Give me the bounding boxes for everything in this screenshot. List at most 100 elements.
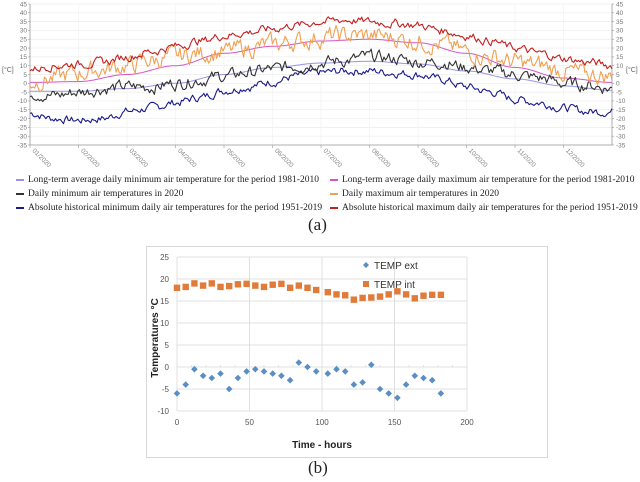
data-point-temp-ext <box>411 372 419 380</box>
y-tick-label-right: 15 <box>616 54 624 61</box>
legend-swatch <box>330 179 338 181</box>
data-point-temp-int <box>324 289 331 296</box>
data-point-temp-int <box>376 293 384 300</box>
data-point-temp-ext <box>304 363 311 371</box>
chart-b-x-axis: 0 50 100 150 200 <box>175 418 474 427</box>
y-tick-label-right: 10 <box>616 63 624 70</box>
legend-swatch <box>16 179 24 181</box>
y-tick-label-right: 25 <box>616 37 624 44</box>
data-point-temp-ext <box>350 381 358 388</box>
y-tick-label-right: -15 <box>616 107 626 114</box>
data-point-temp-int <box>350 296 358 303</box>
data-point-temp-ext <box>368 361 375 369</box>
series-line-2 <box>29 48 613 103</box>
y-tick-label-right: -30 <box>616 133 626 140</box>
y-tick-label-right: 30 <box>616 28 624 35</box>
y-tick-label: 15 <box>160 297 169 306</box>
data-point-temp-ext <box>437 390 445 397</box>
y-tick-label: 25 <box>160 253 169 262</box>
data-point-temp-ext <box>341 368 349 375</box>
legend-swatch <box>16 193 24 195</box>
data-point-temp-ext <box>269 370 276 377</box>
chart-a-series <box>29 16 613 125</box>
data-point-temp-int <box>304 284 311 291</box>
y-tick-label: 5 <box>165 341 170 350</box>
data-point-temp-int <box>342 292 349 299</box>
y-tick-label-right: -5 <box>616 89 622 96</box>
x-tick-label: 50 <box>245 418 254 427</box>
y-tick-label-left: 5 <box>23 72 27 79</box>
data-point-temp-int <box>402 291 410 298</box>
y-tick-label: -10 <box>157 407 169 416</box>
legend-item: Daily maximum air temperatures in 2020 <box>330 189 499 199</box>
data-point-temp-int <box>437 291 445 299</box>
y-tick-label-right: 35 <box>616 19 624 26</box>
data-point-temp-int <box>394 288 401 295</box>
legend-item: Absolute historical maximum daily air te… <box>330 203 638 213</box>
data-point-temp-int <box>269 281 276 288</box>
data-point-temp-ext <box>385 390 392 397</box>
series-line-5 <box>29 16 613 73</box>
data-point-temp-int <box>243 280 250 288</box>
data-point-temp-ext <box>234 374 242 382</box>
legend-label: Long-term average daily maximum air temp… <box>342 175 635 185</box>
data-point-temp-int <box>234 281 242 288</box>
x-tick-label: 150 <box>388 418 402 427</box>
y-tick-label-left: 15 <box>20 54 28 61</box>
data-point-temp-int <box>385 291 392 298</box>
legend-swatch <box>330 193 338 195</box>
series-line-3 <box>29 24 613 93</box>
data-point-temp-ext <box>278 372 285 380</box>
data-point-temp-ext <box>260 368 268 375</box>
legend-swatch <box>330 207 338 209</box>
y-tick-label: 0 <box>165 363 170 372</box>
series-line-0 <box>30 60 612 92</box>
y-tick-label-right: 40 <box>616 10 624 17</box>
y-tick-label-right: -10 <box>616 98 626 105</box>
data-point-temp-ext <box>286 376 294 384</box>
y-tick-label-left: -25 <box>18 125 28 132</box>
legend-label: Daily minimum air temperatures in 2020 <box>28 189 184 199</box>
y-tick-label-left: -30 <box>18 133 28 140</box>
legend-label: Absolute historical minimum daily air te… <box>28 203 323 213</box>
legend-label: Long-term average daily minimum air temp… <box>28 175 319 185</box>
data-point-temp-int <box>333 291 340 298</box>
data-point-temp-int <box>182 283 189 291</box>
y-tick-label-right: -35 <box>616 142 626 149</box>
y-tick-label-left: -10 <box>18 98 28 105</box>
data-point-temp-ext <box>295 359 303 366</box>
chart-a-y-label-left: [°C] <box>2 66 14 74</box>
y-tick-label-right: -25 <box>616 125 626 132</box>
data-point-temp-ext <box>359 379 366 386</box>
y-tick-label-left: 20 <box>20 45 28 52</box>
chart-a-y-label-right: [°C] <box>626 66 638 74</box>
y-tick-label: 20 <box>160 275 169 284</box>
y-tick-label-right: 20 <box>616 45 624 52</box>
data-point-temp-int <box>359 294 366 302</box>
legend-swatch <box>16 207 24 209</box>
y-tick-label-left: 25 <box>20 37 28 44</box>
legend-marker-temp-int <box>363 281 369 287</box>
chart-b-gridlines <box>176 256 468 412</box>
data-point-temp-ext <box>191 365 198 373</box>
y-tick-label-left: 0 <box>23 81 27 88</box>
data-point-temp-ext <box>376 385 384 393</box>
legend-label: TEMP int <box>374 280 415 291</box>
y-tick-label: 10 <box>160 319 169 328</box>
data-point-temp-ext <box>333 365 340 373</box>
y-tick-label-right: 45 <box>616 1 624 8</box>
chart-a-legend: Long-term average daily minimum air temp… <box>0 172 640 220</box>
data-point-temp-int <box>252 282 259 289</box>
legend-marker-temp-ext <box>363 262 369 268</box>
chart-b-series <box>173 280 445 402</box>
data-point-temp-int <box>429 291 436 299</box>
chart-b-legend: TEMP ext TEMP int <box>363 261 418 291</box>
y-tick-label-left: -15 <box>18 107 28 114</box>
data-point-temp-ext <box>243 368 250 375</box>
y-tick-label-left: 30 <box>20 28 28 35</box>
data-point-temp-ext <box>428 376 436 384</box>
y-tick-label-right: 5 <box>616 72 620 79</box>
